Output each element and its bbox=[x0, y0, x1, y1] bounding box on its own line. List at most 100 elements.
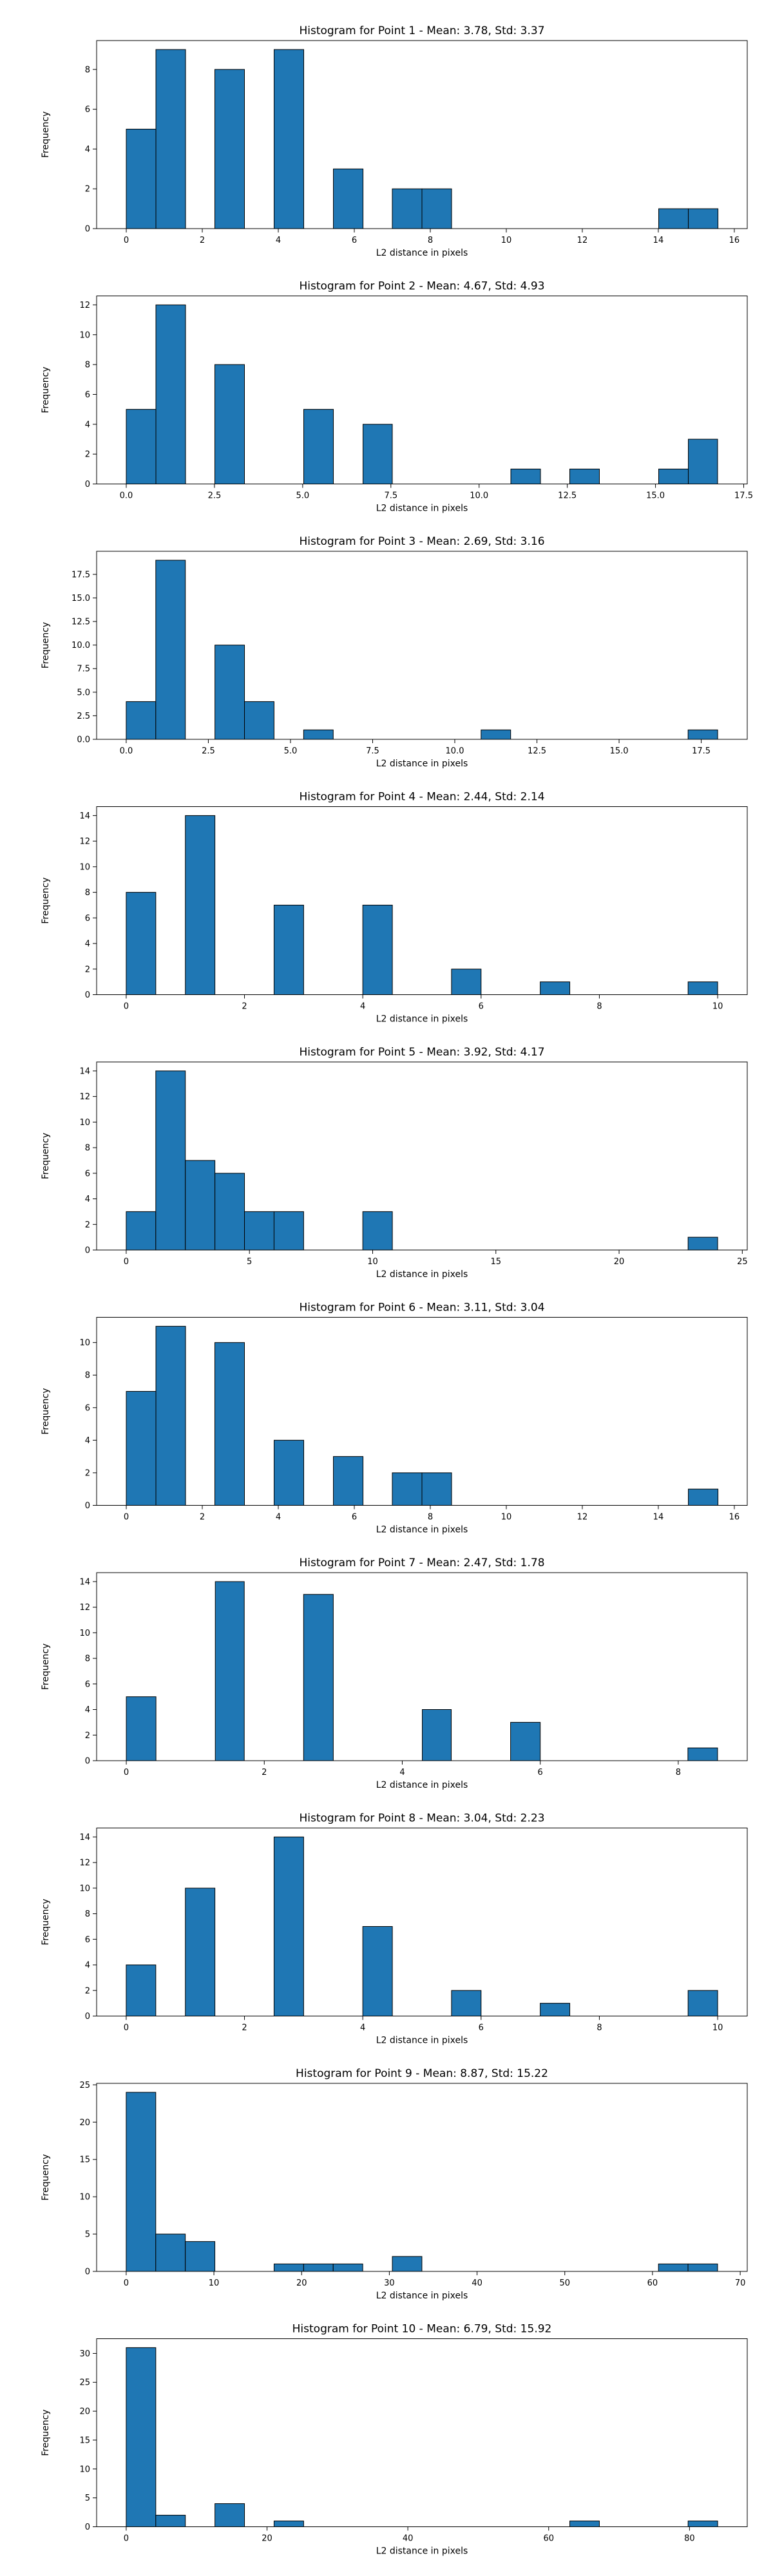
histogram-bar bbox=[303, 2263, 334, 2272]
y-tick-label: 6 bbox=[85, 390, 90, 400]
y-axis-label: Frequency bbox=[41, 2154, 51, 2201]
x-tick-label: 4 bbox=[360, 2023, 365, 2033]
x-tick-label: 4 bbox=[360, 1002, 365, 1012]
y-tick-label: 2 bbox=[85, 450, 90, 460]
x-tick-label: 8 bbox=[428, 1513, 433, 1522]
y-tick-label: 8 bbox=[85, 361, 90, 370]
x-tick-label: 8 bbox=[596, 2023, 602, 2033]
x-tick-label: 14 bbox=[653, 1513, 664, 1522]
x-axis-label: L2 distance in pixels bbox=[376, 2546, 468, 2557]
histogram-bar bbox=[155, 2233, 186, 2272]
y-axis-label: Frequency bbox=[41, 1133, 51, 1179]
histogram-bar bbox=[155, 49, 186, 229]
x-tick-label: 10 bbox=[501, 1513, 512, 1522]
histogram-panel-7: 0 2 4 6 8 0 2 4 6 8 10 12 14 Histogram for Point 7 - … bbox=[41, 1557, 748, 1790]
chart-title: Histogram for Point 8 - Mean: 3.04, Std:… bbox=[299, 1812, 544, 1825]
x-axis-label: L2 distance in pixels bbox=[376, 1014, 468, 1025]
x-tick-label: 10 bbox=[712, 1002, 723, 1012]
y-tick-label: 14 bbox=[79, 811, 90, 821]
histogram-bar bbox=[569, 2521, 600, 2528]
x-axis-label: L2 distance in pixels bbox=[376, 1269, 468, 1280]
histogram-bar bbox=[155, 1070, 186, 1251]
plot-frame bbox=[96, 40, 748, 229]
y-tick-label: 2 bbox=[85, 1220, 90, 1230]
plot-frame bbox=[96, 1828, 748, 2016]
histogram-bar bbox=[126, 701, 157, 740]
y-axis-label: Frequency bbox=[41, 366, 51, 413]
y-tick-label: 4 bbox=[85, 420, 90, 430]
x-tick-label: 2 bbox=[242, 2023, 247, 2033]
x-tick-label: 2 bbox=[200, 236, 205, 245]
y-tick-label: 6 bbox=[85, 105, 90, 115]
y-axis-label: Frequency bbox=[41, 1643, 51, 1690]
y-tick-label: 6 bbox=[85, 914, 90, 923]
y-tick-label: 8 bbox=[85, 1371, 90, 1381]
x-tick-label: 2.5 bbox=[208, 491, 222, 501]
plot-frame bbox=[96, 1572, 748, 1761]
x-tick-label: 80 bbox=[684, 2534, 695, 2544]
y-axis-label: Frequency bbox=[41, 1388, 51, 1434]
x-tick-label: 60 bbox=[543, 2534, 554, 2544]
y-tick-label: 12 bbox=[79, 1092, 90, 1102]
histogram-bar bbox=[392, 1472, 423, 1506]
histogram-bar bbox=[658, 208, 689, 229]
histogram-bar bbox=[126, 409, 157, 485]
histogram-bar bbox=[155, 560, 186, 740]
x-tick-label: 12 bbox=[577, 236, 588, 245]
x-axis-label: L2 distance in pixels bbox=[376, 2036, 468, 2046]
histogram-bar bbox=[687, 1236, 718, 1251]
x-tick-label: 5.0 bbox=[296, 491, 310, 501]
histogram-bar bbox=[155, 2515, 186, 2527]
histogram-panel-1: 0 2 4 6 8 10 12 14 16 0 2 4 6 8 Histogram for Point 1 … bbox=[41, 24, 748, 258]
histogram-panel-2: 0.0 2.5 5.0 7.5 10.0 12.5 15.0 17.5 0 2 4 6 8 10 12 His… bbox=[41, 280, 753, 514]
histogram-bar bbox=[214, 364, 245, 484]
chart-title: Histogram for Point 1 - Mean: 3.78, Std:… bbox=[299, 24, 544, 37]
x-tick-label: 14 bbox=[653, 236, 664, 245]
y-tick-label: 12 bbox=[79, 837, 90, 847]
x-axis-label: L2 distance in pixels bbox=[376, 2291, 468, 2301]
histogram-bar bbox=[214, 1342, 245, 1506]
x-tick-label: 17.5 bbox=[692, 746, 711, 756]
plot-frame bbox=[96, 806, 748, 995]
y-tick-label: 5 bbox=[85, 2494, 90, 2503]
x-tick-label: 0 bbox=[124, 1002, 129, 1012]
y-tick-label: 5 bbox=[85, 2230, 90, 2240]
x-tick-label: 10 bbox=[209, 2278, 220, 2288]
x-tick-label: 2 bbox=[262, 1768, 267, 1777]
x-tick-label: 8 bbox=[428, 236, 433, 245]
y-tick-label: 2 bbox=[85, 965, 90, 974]
histogram-bar bbox=[421, 1472, 452, 1506]
x-tick-label: 5 bbox=[247, 1257, 252, 1267]
histogram-panel-3: 0.0 2.5 5.0 7.5 10.0 12.5 15.0 17.5 0.0 2.5 5.0 7.5… bbox=[41, 535, 748, 769]
histogram-bar bbox=[126, 1211, 157, 1251]
histogram-bar bbox=[273, 1211, 304, 1251]
histogram-bar bbox=[540, 981, 571, 996]
histogram-bar bbox=[540, 2003, 571, 2016]
histogram-bar bbox=[422, 1709, 452, 1761]
y-tick-label: 4 bbox=[85, 1195, 90, 1204]
histogram-bar bbox=[569, 468, 600, 484]
histogram-bar bbox=[185, 1888, 216, 2017]
y-tick-label: 20 bbox=[79, 2118, 90, 2128]
histogram-bar bbox=[303, 729, 334, 740]
x-tick-label: 0 bbox=[124, 2023, 129, 2033]
y-tick-label: 6 bbox=[85, 1680, 90, 1689]
histogram-bar bbox=[363, 424, 393, 484]
y-tick-label: 0 bbox=[85, 2012, 90, 2022]
x-tick-label: 20 bbox=[614, 1257, 625, 1267]
histogram-bar bbox=[126, 1696, 157, 1761]
x-axis-label: L2 distance in pixels bbox=[376, 248, 468, 258]
chart-title: Histogram for Point 4 - Mean: 2.44, Std:… bbox=[299, 791, 544, 804]
x-axis-label: L2 distance in pixels bbox=[376, 504, 468, 514]
histogram-bar bbox=[451, 969, 482, 995]
x-tick-label: 6 bbox=[538, 1768, 543, 1777]
histogram-bar bbox=[481, 729, 511, 740]
y-tick-label: 10 bbox=[79, 330, 90, 340]
x-tick-label: 15.0 bbox=[610, 746, 629, 756]
y-tick-label: 4 bbox=[85, 940, 90, 949]
histogram-bar bbox=[688, 439, 718, 485]
chart-title: Histogram for Point 5 - Mean: 3.92, Std:… bbox=[299, 1046, 544, 1059]
histogram-bar bbox=[333, 168, 364, 229]
x-tick-label: 0.0 bbox=[120, 746, 133, 756]
